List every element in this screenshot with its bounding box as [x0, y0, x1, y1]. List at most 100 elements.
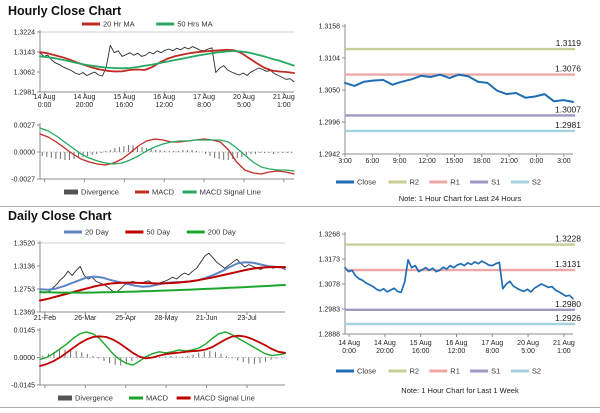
- divergence-swatch: [58, 395, 72, 401]
- intraday-week-level-label-R1: 1.3131: [555, 259, 581, 269]
- svg-text:1.2942: 1.2942: [319, 152, 341, 159]
- legend-label: MACD: [146, 394, 169, 403]
- daily-price-y-axis: 1.3520 1.3136 1.2753 1.2369: [14, 241, 40, 317]
- daily-macd-plot: [39, 328, 285, 386]
- svg-text:16:00: 16:00: [412, 348, 430, 355]
- svg-text:1.3268: 1.3268: [319, 232, 341, 239]
- hourly-price-plot: [39, 30, 294, 93]
- svg-text:1.3520: 1.3520: [14, 241, 36, 248]
- svg-text:18:00: 18:00: [473, 158, 491, 165]
- intraday-week-level-label-S2: 1.2926: [555, 313, 581, 323]
- svg-text:20:00: 20:00: [76, 102, 94, 109]
- intraday-week-y-axis: 1.3268 1.3173 1.3078 1.2983 1.2888: [319, 232, 345, 339]
- intraday-24h-plot: 1.3119 1.3076 1.3007 1.2981: [344, 24, 582, 155]
- svg-text:26-Mar: 26-Mar: [74, 315, 97, 322]
- svg-text:15 Aug: 15 Aug: [410, 340, 432, 347]
- intraday-24h-level-label-S2: 1.2981: [555, 120, 581, 130]
- svg-text:0:00: 0:00: [342, 348, 356, 355]
- legend-label: Close: [357, 367, 376, 376]
- legend-label: S1: [491, 367, 500, 376]
- legend-label: R1: [450, 367, 460, 376]
- intraday-24h-level-label-R2: 1.3119: [556, 38, 582, 48]
- svg-text:1.3104: 1.3104: [319, 56, 341, 63]
- legend-label: 20 Hr MA: [103, 20, 135, 29]
- svg-text:-0.0027: -0.0027: [11, 177, 35, 184]
- daily-price-series-20-day: [39, 261, 286, 291]
- intraday-24h-level-label-S1: 1.3007: [555, 104, 581, 114]
- svg-text:1.3158: 1.3158: [319, 24, 341, 31]
- svg-text:14 Aug: 14 Aug: [374, 340, 396, 347]
- intraday-week-level-label-R2: 1.3228: [555, 234, 581, 244]
- svg-text:0.0000: 0.0000: [14, 150, 36, 157]
- svg-text:16 Aug: 16 Aug: [153, 94, 175, 101]
- legend-label: Divergence: [75, 394, 113, 403]
- svg-text:15 Aug: 15 Aug: [113, 94, 135, 101]
- daily-price-plot: [39, 241, 285, 313]
- svg-text:3:00: 3:00: [338, 158, 352, 165]
- svg-text:0:00: 0:00: [530, 158, 544, 165]
- hourly-macd-plot: [39, 123, 294, 180]
- hourly-macd-chart: 0.0027 0.0000 -0.0027 Divergence MACD MACD Si…: [11, 123, 295, 197]
- legend-label: 50 Day: [146, 228, 170, 237]
- daily-macd-x-axis: [44, 385, 248, 388]
- svg-text:1.3078: 1.3078: [319, 282, 341, 289]
- svg-text:14 Aug: 14 Aug: [338, 340, 360, 347]
- svg-text:5:00: 5:00: [237, 102, 251, 109]
- legend-label: MACD Signal Line: [194, 394, 255, 403]
- intraday-24h-chart: 1.3119 1.3076 1.3007 1.2981 1.3158 1.3104 1.30…: [319, 24, 582, 187]
- daily-macd-series-macd-signal-line: [39, 334, 286, 367]
- svg-text:21-Feb: 21-Feb: [34, 315, 56, 322]
- svg-text:9:00: 9:00: [393, 158, 407, 165]
- hourly-macd-y-axis: 0.0027 0.0000 -0.0027: [11, 123, 40, 184]
- daily-macd-y-axis: 0.0145 0.0000 -0.0145: [11, 328, 40, 390]
- svg-text:14 Aug: 14 Aug: [34, 94, 56, 101]
- svg-text:1:00: 1:00: [557, 348, 571, 355]
- daily-price-series-200-day: [39, 284, 286, 294]
- svg-text:1.3224: 1.3224: [14, 30, 36, 37]
- svg-text:20 Aug: 20 Aug: [517, 340, 539, 347]
- legend-label: R2: [410, 178, 420, 187]
- daily-price-legend: 20 Day 50 Day 200 Day: [64, 228, 236, 237]
- svg-text:16 Aug: 16 Aug: [446, 340, 468, 347]
- legend-label: R1: [450, 178, 460, 187]
- legend-label: 200 Day: [208, 228, 236, 237]
- svg-text:1.2888: 1.2888: [319, 332, 341, 339]
- legend-label: R2: [410, 367, 420, 376]
- svg-text:0.0000: 0.0000: [14, 355, 36, 362]
- svg-text:1.2983: 1.2983: [319, 307, 341, 314]
- svg-text:21 Aug: 21 Aug: [553, 340, 575, 347]
- svg-text:6:00: 6:00: [366, 158, 380, 165]
- legend-label: S1: [491, 178, 500, 187]
- hourly-macd-legend: Divergence MACD MACD Signal Line: [64, 188, 261, 197]
- daily-price-series-close: [39, 252, 286, 294]
- svg-text:8:00: 8:00: [197, 102, 211, 109]
- svg-text:15:00: 15:00: [446, 158, 464, 165]
- hourly-macd-series-macd: [39, 133, 295, 175]
- legend-label: S2: [532, 367, 541, 376]
- intraday-24h-level-label-R1: 1.3076: [555, 64, 581, 74]
- legend-label: Close: [357, 178, 376, 187]
- svg-text:21:00: 21:00: [500, 158, 518, 165]
- svg-text:0.0027: 0.0027: [14, 123, 36, 130]
- svg-text:28-May: 28-May: [155, 315, 179, 322]
- svg-text:8:00: 8:00: [485, 348, 499, 355]
- svg-text:20 Aug: 20 Aug: [233, 94, 255, 101]
- svg-text:17 Aug: 17 Aug: [193, 94, 215, 101]
- svg-text:1.3173: 1.3173: [319, 257, 341, 264]
- intraday-week-legend: Close R2 R1 S1 S2: [336, 367, 541, 376]
- hourly-chart-title: Hourly Close Chart: [8, 4, 122, 18]
- intraday-week-level-label-S1: 1.2980: [555, 299, 581, 309]
- daily-price-x-axis: 21-Feb 26-Mar 25-Apr 28-May 21-Jun 23-Jul: [34, 312, 257, 322]
- intraday-24h-x-axis: 3:00 6:00 9:00 12:00 15:00 18:00 21:00 0:00 3:00: [338, 154, 571, 165]
- svg-text:1.2981: 1.2981: [14, 90, 36, 97]
- svg-text:23-Jul: 23-Jul: [237, 315, 257, 322]
- svg-text:-0.0145: -0.0145: [11, 383, 35, 390]
- svg-text:0:00: 0:00: [38, 102, 52, 109]
- svg-text:21 Aug: 21 Aug: [273, 94, 295, 101]
- svg-text:0.0145: 0.0145: [14, 328, 36, 335]
- legend-label: MACD Signal Line: [200, 188, 261, 197]
- svg-text:1.2369: 1.2369: [14, 310, 36, 317]
- hourly-price-legend: 20 Hr MA 50 Hrs MA: [82, 20, 213, 29]
